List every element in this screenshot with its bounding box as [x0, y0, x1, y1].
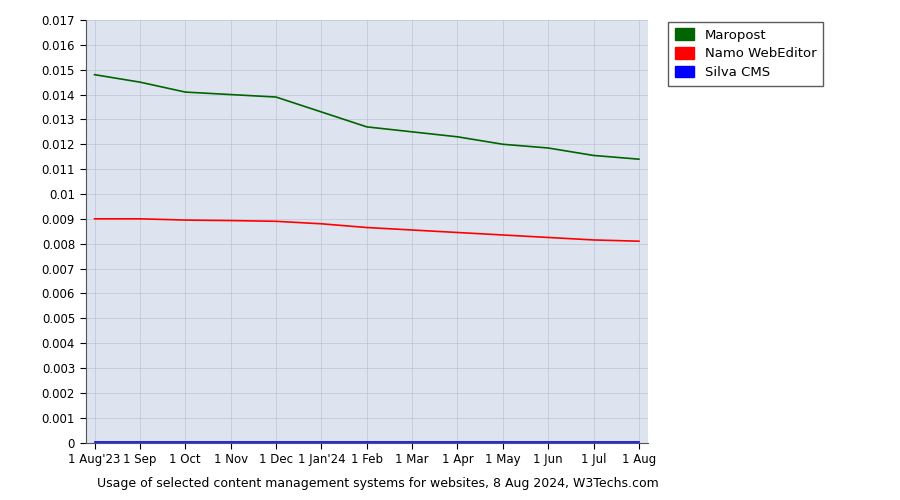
Namo WebEditor	[498, 232, 508, 238]
Maropost	[452, 134, 463, 140]
Silva CMS	[180, 439, 191, 445]
Silva CMS	[271, 439, 282, 445]
Line: Maropost: Maropost	[94, 74, 639, 159]
Silva CMS	[543, 439, 553, 445]
Namo WebEditor	[225, 218, 236, 224]
Maropost	[180, 89, 191, 95]
Maropost	[225, 92, 236, 98]
Silva CMS	[634, 439, 644, 445]
Maropost	[407, 129, 418, 135]
Line: Namo WebEditor: Namo WebEditor	[94, 219, 639, 241]
Silva CMS	[134, 439, 145, 445]
Silva CMS	[361, 439, 373, 445]
Namo WebEditor	[361, 224, 373, 230]
Maropost	[271, 94, 282, 100]
Maropost	[589, 152, 599, 158]
Maropost	[134, 79, 145, 85]
Namo WebEditor	[407, 227, 418, 233]
Namo WebEditor	[543, 234, 553, 240]
Namo WebEditor	[271, 218, 282, 224]
Silva CMS	[316, 439, 327, 445]
Silva CMS	[498, 439, 508, 445]
Namo WebEditor	[180, 217, 191, 223]
Maropost	[498, 142, 508, 148]
Namo WebEditor	[589, 237, 599, 243]
Silva CMS	[407, 439, 418, 445]
Maropost	[543, 145, 553, 151]
Namo WebEditor	[452, 230, 463, 235]
Legend: Maropost, Namo WebEditor, Silva CMS: Maropost, Namo WebEditor, Silva CMS	[668, 22, 824, 86]
Maropost	[634, 156, 644, 162]
Text: Usage of selected content management systems for websites, 8 Aug 2024, W3Techs.c: Usage of selected content management sys…	[97, 477, 659, 490]
Namo WebEditor	[316, 221, 327, 227]
Maropost	[361, 124, 373, 130]
Namo WebEditor	[134, 216, 145, 222]
Silva CMS	[589, 439, 599, 445]
Maropost	[316, 109, 327, 115]
Silva CMS	[452, 439, 463, 445]
Silva CMS	[225, 439, 236, 445]
Silva CMS	[89, 439, 100, 445]
Maropost	[89, 72, 100, 78]
Namo WebEditor	[634, 238, 644, 244]
Namo WebEditor	[89, 216, 100, 222]
